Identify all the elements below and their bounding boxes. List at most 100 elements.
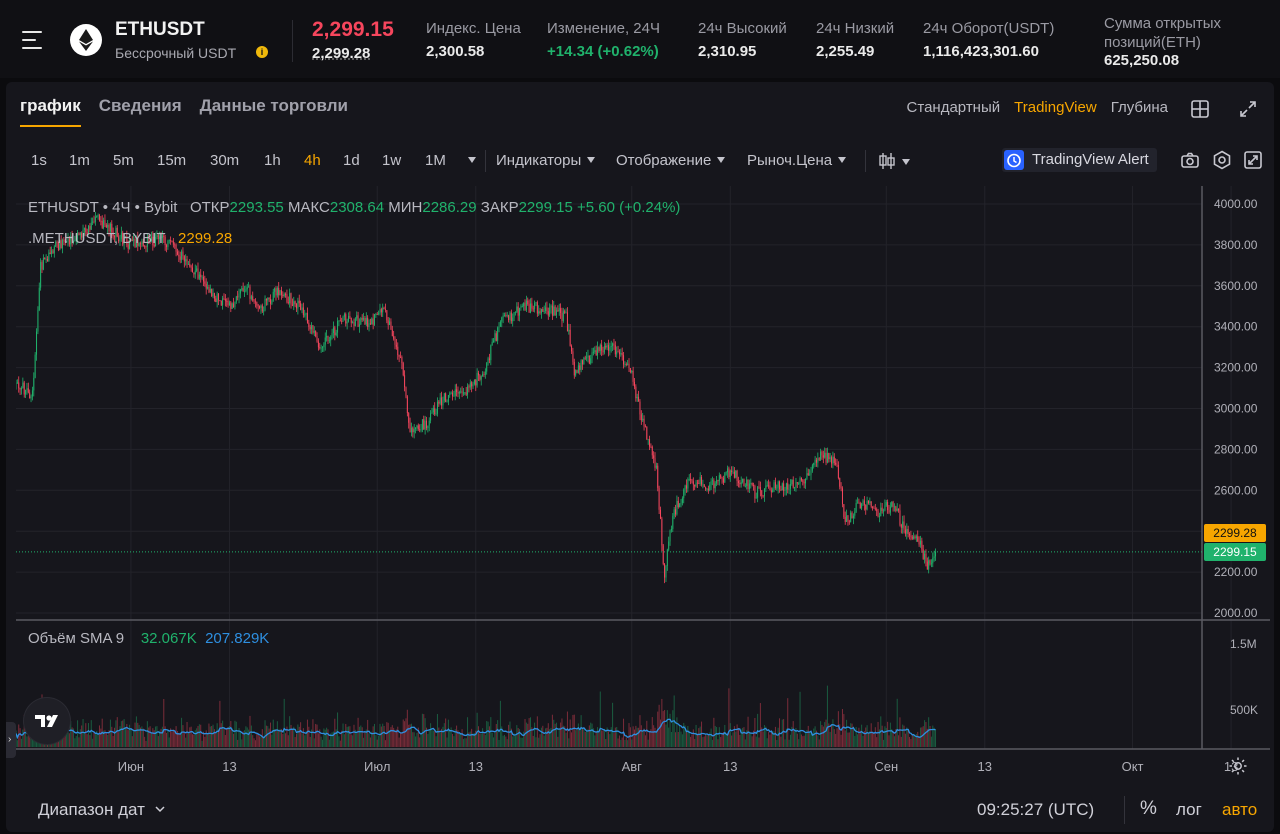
y-tick-label: 3000.00 [1214, 402, 1258, 416]
chart-type-dropdown[interactable] [878, 152, 910, 171]
menu-icon[interactable] [22, 28, 46, 52]
tab-chart[interactable]: график [20, 96, 81, 127]
volume-bar [408, 724, 410, 747]
volume-bar [826, 685, 828, 747]
candle-body [568, 329, 570, 332]
volume-bar [119, 726, 121, 747]
volume-bar [315, 723, 317, 747]
tradingview-logo-icon[interactable] [24, 698, 70, 744]
interval-1m[interactable]: 1m [69, 152, 90, 169]
interval-15m[interactable]: 15m [157, 152, 187, 169]
volume-bar [364, 732, 366, 747]
candle-body [933, 556, 935, 559]
display-dropdown[interactable]: Отображение [616, 152, 726, 169]
volume-bar [506, 739, 508, 747]
volume-sma-line [16, 715, 936, 740]
layout-grid-icon[interactable] [1190, 99, 1210, 119]
interval-5m[interactable]: 5m [113, 152, 134, 169]
volume-bar [368, 733, 370, 747]
indicators-dropdown[interactable]: Индикаторы [496, 152, 596, 169]
legend-close-label: ЗАКР [480, 199, 519, 216]
volume-bar [74, 738, 76, 747]
volume-bar [197, 726, 199, 747]
candle-body [446, 401, 448, 403]
candle-body [320, 347, 322, 349]
intervals-dropdown[interactable] [462, 152, 476, 169]
candle-body [705, 487, 707, 490]
percent-scale-toggle[interactable]: % [1140, 798, 1157, 819]
volume-bar [276, 721, 278, 747]
auto-scale-toggle[interactable]: авто [1222, 800, 1258, 819]
sidebar-toggle[interactable]: › [6, 722, 16, 758]
interval-1w[interactable]: 1w [382, 152, 402, 169]
view-depth[interactable]: Глубина [1110, 99, 1168, 116]
mark-price[interactable]: 2,299.28 [312, 45, 371, 62]
interval-1d[interactable]: 1d [343, 152, 360, 169]
interval-1M[interactable]: 1M [425, 152, 446, 169]
candle-body [602, 350, 604, 353]
date-range-dropdown[interactable]: Диапазон дат [38, 800, 166, 820]
volume-bar [479, 733, 481, 747]
volume-bar [727, 733, 729, 747]
candle-body [339, 320, 341, 322]
candle-body [867, 500, 869, 504]
interval-4h[interactable]: 4h [304, 152, 321, 169]
utc-clock[interactable]: 09:25:27 (UTC) [977, 800, 1095, 819]
interval-30m[interactable]: 30m [210, 152, 240, 169]
candle-body [914, 536, 916, 539]
volume-bar [683, 722, 685, 747]
volume-bar [153, 730, 155, 747]
candle-body [343, 314, 345, 317]
price-type-dropdown[interactable]: Рыноч.Цена [747, 152, 847, 169]
volume-bar [205, 730, 207, 747]
tab-info[interactable]: Сведения [98, 96, 182, 115]
candle-body [335, 332, 337, 336]
volume-bar [765, 726, 767, 747]
candle-body [583, 357, 585, 365]
candle-body [412, 427, 414, 433]
candle-body [835, 462, 837, 465]
symbol-name[interactable]: ETHUSDT [115, 19, 205, 40]
expand-icon[interactable] [1238, 99, 1258, 119]
candle-body [254, 301, 256, 303]
log-scale-toggle[interactable]: лог [1176, 800, 1202, 819]
candle-body [55, 241, 57, 247]
interval-1h[interactable]: 1h [264, 152, 281, 169]
volume-bar [423, 714, 425, 747]
volume-bar [178, 732, 180, 747]
volume-bar [238, 728, 240, 747]
info-icon[interactable]: i [256, 46, 268, 58]
candle-body [569, 329, 571, 346]
volume-bar [148, 727, 150, 747]
view-standard[interactable]: Стандартный [906, 99, 1001, 116]
fullscreen-icon[interactable] [1243, 150, 1263, 170]
volume-bar [482, 728, 484, 747]
interval-1s[interactable]: 1s [31, 152, 47, 169]
candle-body [561, 312, 563, 321]
candle-body [935, 551, 937, 557]
candle-body [528, 304, 530, 313]
volume-bar [498, 739, 500, 747]
volume-bar [442, 726, 444, 747]
volume-bar [201, 740, 203, 747]
camera-icon[interactable] [1180, 150, 1200, 170]
volume-bar [535, 737, 537, 747]
price-chart[interactable]: Июн 13 Июл 13 Авг 13 Сен 13 Окт 134000.003800.003… [16, 186, 1270, 776]
candle-body [837, 465, 839, 479]
tradingview-alert-button[interactable]: TradingView Alert [1002, 148, 1157, 172]
candle-body [434, 408, 436, 415]
candle-body [480, 376, 482, 380]
tab-trading-data[interactable]: Данные торговли [199, 96, 348, 115]
volume-bar [848, 732, 850, 747]
volume-bar [595, 731, 597, 747]
view-tradingview[interactable]: TradingView [1014, 99, 1097, 116]
volume-bar [768, 731, 770, 747]
candle-body [296, 303, 298, 309]
gear-icon[interactable] [1228, 756, 1248, 776]
volume-bar [324, 729, 326, 747]
settings-icon[interactable] [1212, 150, 1232, 170]
candle-body [614, 345, 616, 355]
volume-bar [835, 733, 837, 747]
candle-body [97, 215, 99, 216]
candle-body [421, 419, 423, 430]
